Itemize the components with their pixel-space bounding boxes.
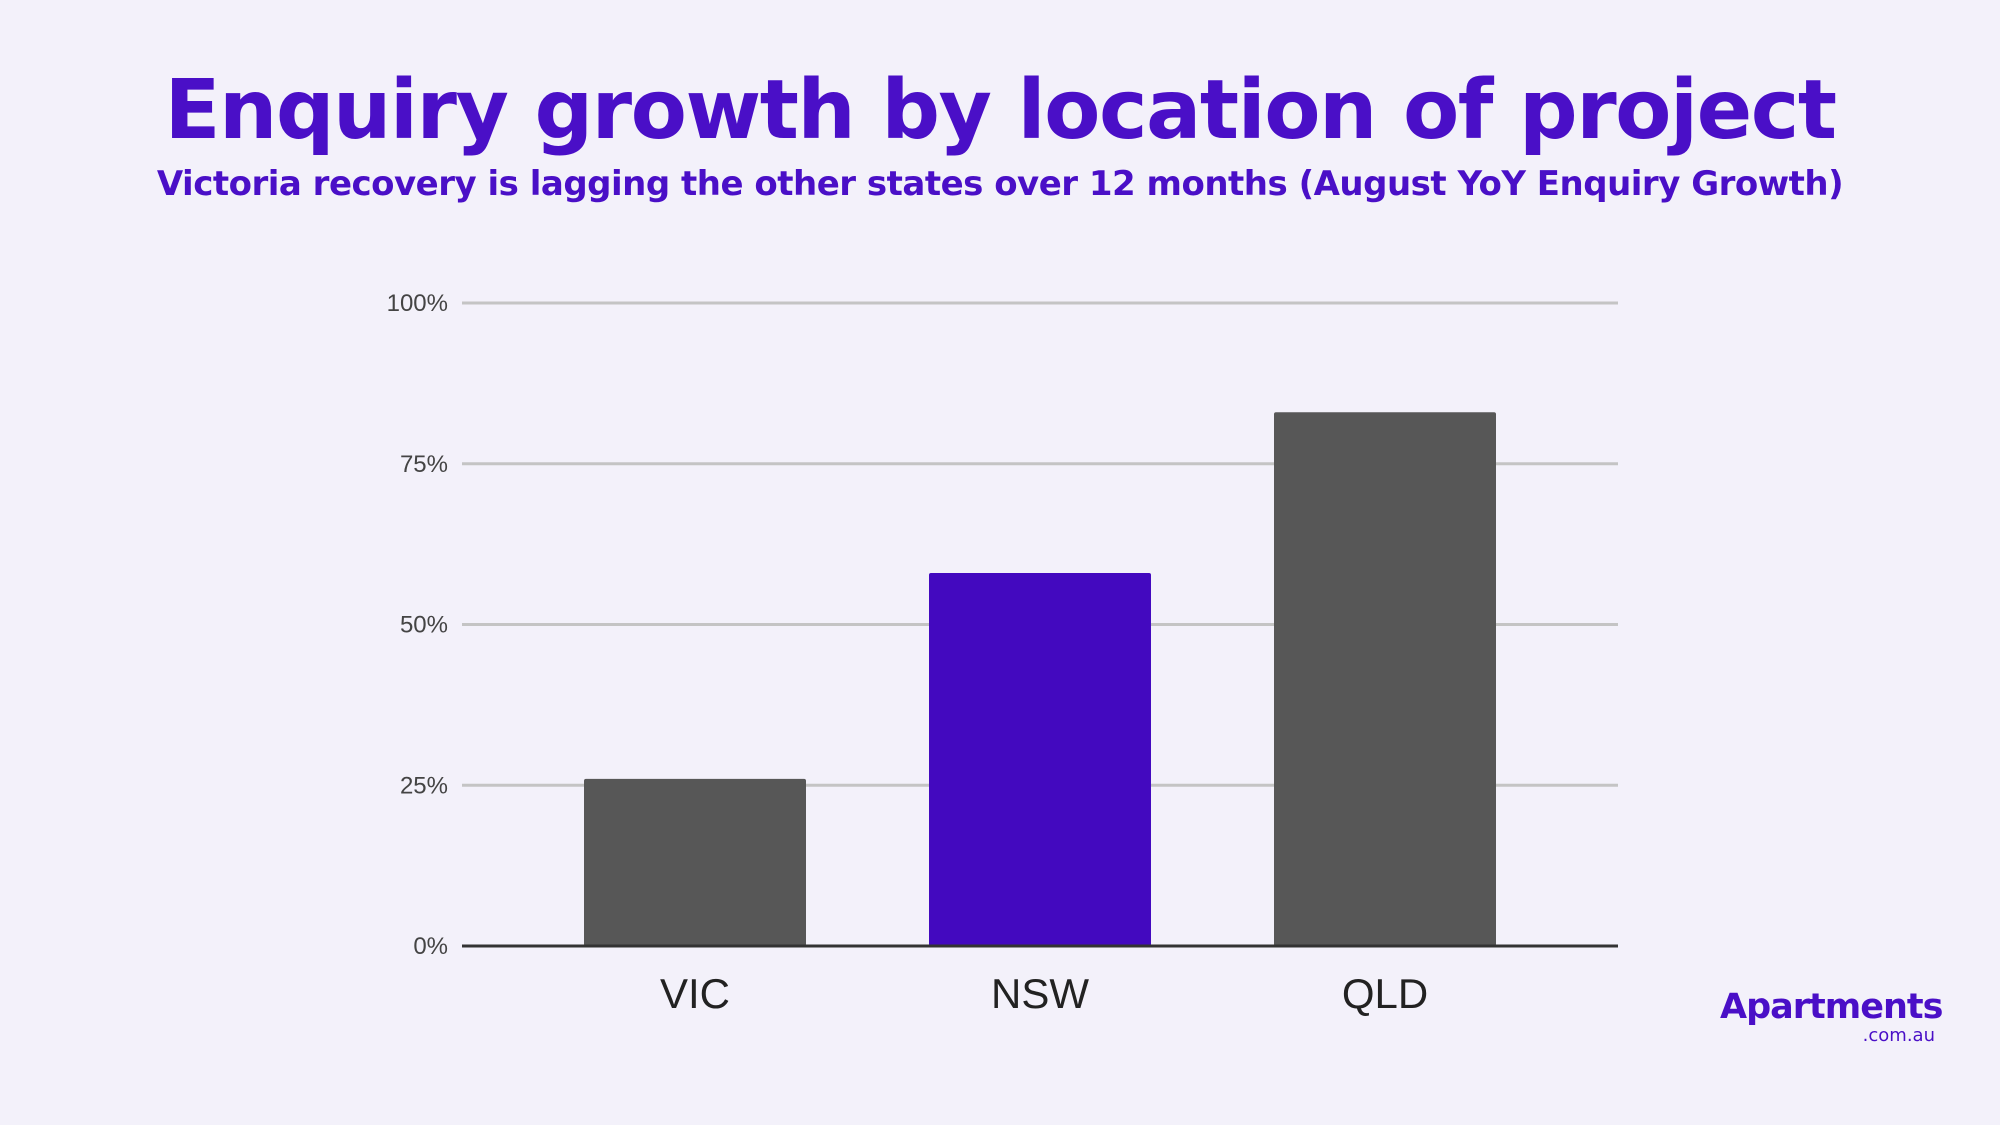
logo-domain: .com.au <box>1862 1025 1935 1046</box>
y-tick-label: 100% <box>387 290 448 317</box>
y-tick-label: 25% <box>400 772 448 799</box>
x-axis-labels: VIC NSW QLD <box>660 970 1428 1017</box>
x-tick-label: QLD <box>1342 970 1428 1017</box>
y-tick-label: 50% <box>400 612 448 639</box>
chart-subtitle: Victoria recovery is lagging the other s… <box>156 164 1844 204</box>
bar-qld <box>1274 412 1496 946</box>
y-axis-ticks: 0% 25% 50% 75% 100% <box>387 290 448 960</box>
bar-nsw <box>929 573 1151 946</box>
logo-wordmark: Apartments <box>1720 987 1943 1027</box>
chart-title: Enquiry growth by location of project <box>164 63 1837 158</box>
x-tick-label: NSW <box>991 970 1089 1017</box>
apartments-logo: Apartments .com.au <box>1720 987 1943 1046</box>
x-tick-label: VIC <box>660 970 730 1017</box>
y-tick-label: 75% <box>400 451 448 478</box>
y-tick-label: 0% <box>413 933 448 960</box>
bar-vic <box>584 778 806 946</box>
bars <box>584 412 1496 946</box>
